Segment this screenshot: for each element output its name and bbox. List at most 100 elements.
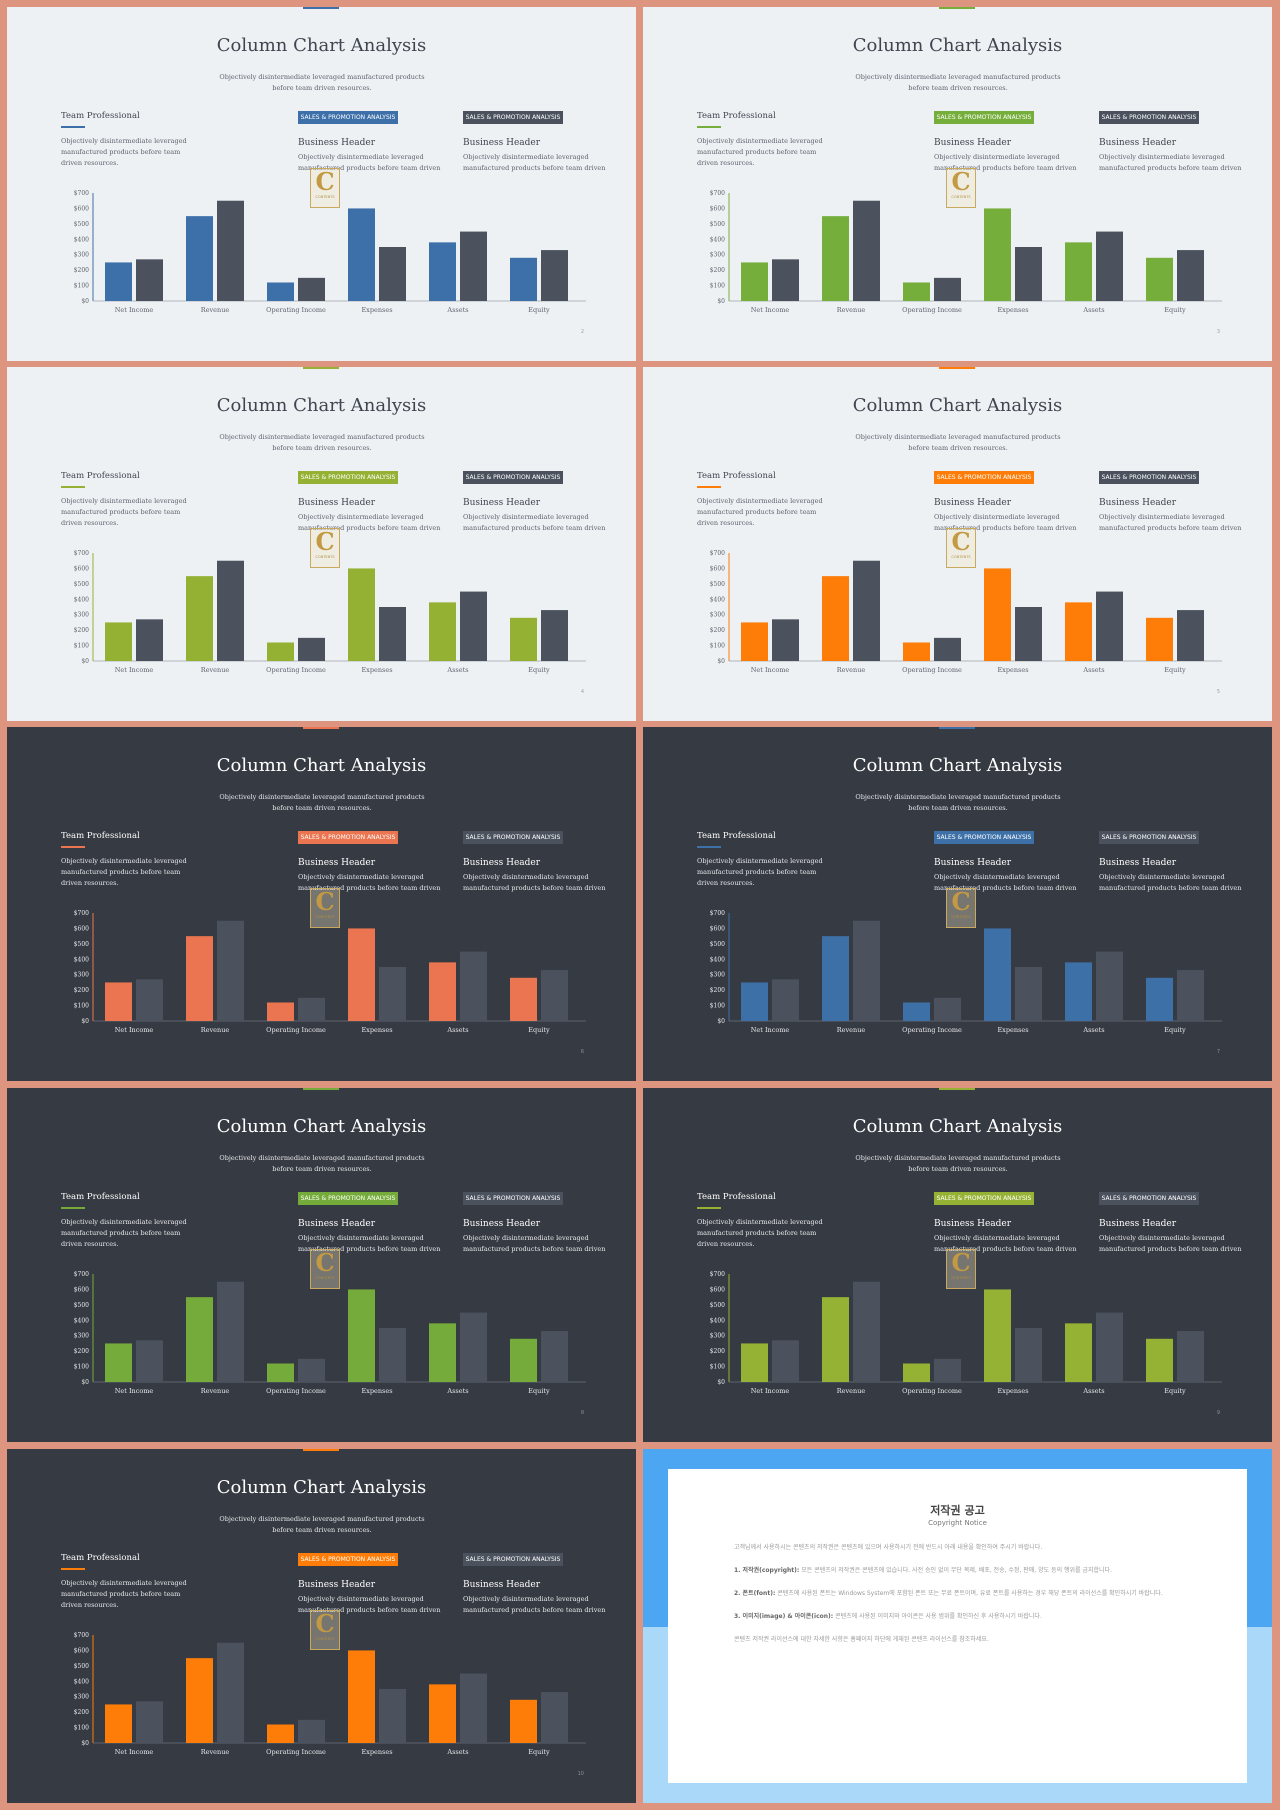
y-tick-label: $300: [74, 1333, 89, 1340]
y-tick-label: $700: [710, 910, 725, 917]
slide-title: Column Chart Analysis: [852, 1116, 1063, 1137]
y-tick-label: $500: [710, 581, 725, 588]
page-number: 2: [580, 329, 584, 335]
x-tick-label: Net Income: [115, 1026, 154, 1034]
business-header-left: Business Header: [298, 1580, 376, 1590]
page-number: 3: [1216, 329, 1220, 335]
x-tick-label: Equity: [528, 1026, 550, 1034]
y-tick-label: $400: [710, 1317, 725, 1324]
y-tick-label: $300: [74, 252, 89, 259]
slide-subtitle: Objectively disintermediate leveraged ma…: [219, 73, 425, 92]
watermark-text: CONTENTS: [951, 555, 971, 559]
bar: [1015, 247, 1042, 301]
y-tick-label: $300: [710, 1333, 725, 1340]
x-tick-label: Assets: [446, 1387, 468, 1395]
notice-intro: 고객님께서 사용하시는 콘텐츠의 저작권은 콘텐츠에 있으며 사용하시기 전에 …: [734, 1544, 1043, 1551]
bar: [217, 1642, 244, 1743]
y-tick-label: $400: [710, 236, 725, 243]
x-tick-label: Expenses: [361, 306, 392, 314]
business-header-right: Business Header: [1099, 138, 1177, 148]
business-header-left: Business Header: [934, 1219, 1012, 1229]
x-tick-label: Revenue: [201, 1387, 230, 1395]
slide-top-accent: [939, 7, 975, 9]
team-text: Objectively disintermediate leveraged ma…: [61, 1218, 187, 1248]
slide-title: Column Chart Analysis: [216, 1477, 427, 1498]
y-tick-label: $300: [710, 612, 725, 619]
slide-subtitle: Objectively disintermediate leveraged ma…: [219, 1154, 425, 1173]
slide-subtitle: Objectively disintermediate leveraged ma…: [219, 1515, 425, 1534]
business-text-left: Objectively disintermediate leveraged ma…: [298, 513, 441, 532]
bar: [1146, 257, 1173, 301]
bar: [267, 1002, 294, 1021]
x-tick-label: Operating Income: [266, 1748, 326, 1756]
bar: [541, 1692, 568, 1743]
y-tick-label: $300: [74, 1694, 89, 1701]
x-tick-label: Net Income: [115, 306, 154, 314]
business-text-right: Objectively disintermediate leveraged ma…: [1099, 1234, 1242, 1253]
y-tick-label: $300: [710, 252, 725, 259]
bar: [186, 1658, 213, 1743]
notice-item-text: 모든 콘텐츠의 저작권은 콘텐츠에 있습니다. 사전 승인 없이 무단 복제, …: [801, 1567, 1112, 1574]
bar: [217, 1281, 244, 1382]
bar: [934, 277, 961, 301]
y-tick-label: $700: [74, 1632, 89, 1639]
y-tick-label: $100: [74, 1003, 89, 1010]
bar: [298, 277, 325, 301]
y-tick-label: $500: [710, 221, 725, 228]
sales-tag-accent: SALES & PROMOTION ANALYSIS: [934, 471, 1034, 484]
bar: [853, 1281, 880, 1382]
x-tick-label: Equity: [1164, 1026, 1186, 1034]
bar: [934, 1358, 961, 1382]
y-tick-label: $400: [710, 596, 725, 603]
page-number: 6: [580, 1049, 584, 1055]
bar: [429, 1323, 456, 1382]
y-tick-label: $0: [717, 1018, 725, 1025]
team-accent-line: [697, 1207, 721, 1209]
slide: Column Chart Analysis Objectively disint…: [7, 367, 636, 721]
bar: [541, 250, 568, 301]
bar: [1177, 970, 1204, 1021]
bar: [772, 259, 799, 301]
bar: [510, 1338, 537, 1382]
column-chart: $0 $100 $200 $300 $400 $500 $600 $700 Net Income…: [74, 190, 586, 314]
business-header-right: Business Header: [463, 858, 541, 868]
team-heading: Team Professional: [61, 831, 140, 841]
sales-tag-accent: SALES & PROMOTION ANALYSIS: [934, 111, 1034, 124]
bar: [460, 231, 487, 301]
watermark-logo: C CONTENTS: [310, 1610, 340, 1650]
watermark-letter: C: [315, 1609, 335, 1638]
slide-title: Column Chart Analysis: [216, 395, 427, 416]
team-text: Objectively disintermediate leveraged ma…: [697, 1218, 823, 1248]
x-tick-label: Expenses: [997, 1387, 1028, 1395]
watermark-logo: C CONTENTS: [946, 888, 976, 928]
slide-top-accent: [303, 727, 339, 729]
bar: [984, 1289, 1011, 1382]
x-tick-label: Net Income: [115, 1387, 154, 1395]
bar: [136, 1701, 163, 1743]
bar: [379, 247, 406, 301]
sales-tag-gray: SALES & PROMOTION ANALYSIS: [463, 1192, 563, 1205]
bar: [136, 979, 163, 1021]
bar: [379, 1328, 406, 1382]
sales-tag-gray: SALES & PROMOTION ANALYSIS: [463, 111, 563, 124]
bar: [1146, 617, 1173, 661]
x-tick-label: Operating Income: [902, 666, 962, 674]
bar: [348, 208, 375, 301]
y-tick-label: $100: [74, 1725, 89, 1732]
team-heading: Team Professional: [61, 1192, 140, 1202]
team-accent-line: [61, 126, 85, 128]
slide-title: Column Chart Analysis: [852, 755, 1063, 776]
x-tick-label: Assets: [446, 306, 468, 314]
x-tick-label: Assets: [1082, 306, 1104, 314]
bar: [429, 962, 456, 1021]
slide-top-accent: [303, 367, 339, 369]
bar: [822, 576, 849, 661]
business-text-right: Objectively disintermediate leveraged ma…: [463, 873, 606, 892]
watermark-logo: C CONTENTS: [946, 528, 976, 568]
notice-item-text: 콘텐츠에 사용된 이미지와 아이콘은 사용 범위를 확인하신 후 사용하시기 바…: [835, 1613, 1042, 1620]
bar: [510, 1699, 537, 1743]
y-tick-label: $500: [710, 1302, 725, 1309]
slide: Column Chart Analysis Objectively disint…: [7, 7, 636, 361]
bar: [1065, 1323, 1092, 1382]
y-tick-label: $600: [74, 1286, 89, 1293]
